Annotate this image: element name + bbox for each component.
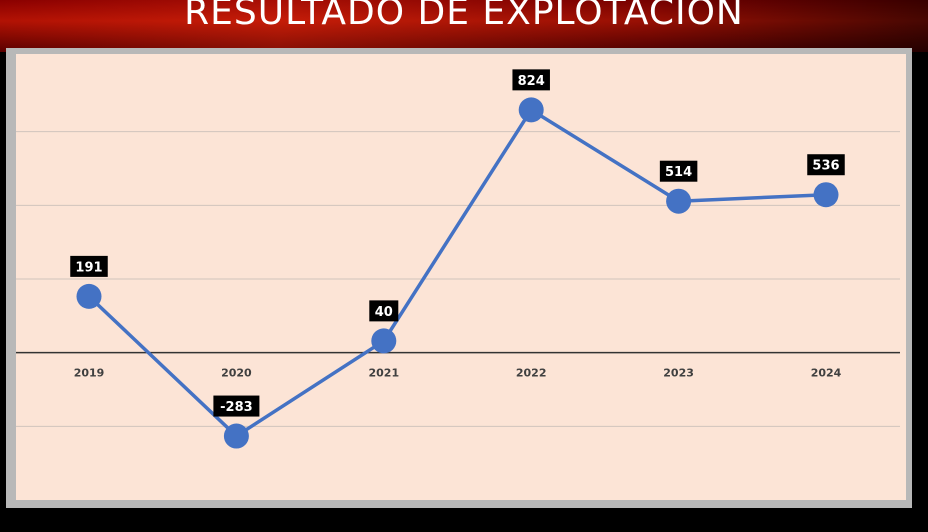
series-line-path [87, 108, 827, 438]
data-label: 824 [512, 69, 550, 91]
data-label-box [512, 69, 550, 91]
data-point [518, 97, 544, 123]
x-tick-label: 2021 [368, 367, 399, 380]
data-label-text: 536 [812, 159, 839, 174]
chart-frame [6, 48, 912, 508]
data-labels: 191 -283 40 824 514 536 [70, 69, 845, 417]
data-label-box [659, 160, 698, 182]
data-label: 191 [70, 255, 108, 277]
title-band [0, 0, 928, 52]
x-tick-label: 2024 [811, 367, 842, 380]
x-tick-labels: 2019 2020 2021 2022 2023 2024 [74, 367, 842, 380]
data-label: 40 [369, 300, 399, 322]
x-tick-label: 2020 [221, 367, 252, 380]
gridlines [16, 131, 900, 427]
data-point [666, 188, 692, 214]
data-label-box [70, 255, 108, 277]
x-tick-label: 2023 [663, 367, 694, 380]
data-label-text: 191 [75, 260, 102, 275]
data-label-text: 514 [665, 165, 692, 180]
data-point [76, 283, 102, 309]
data-label-text: 824 [518, 74, 545, 89]
x-tick-label: 2022 [516, 367, 547, 380]
data-point [813, 182, 839, 208]
data-label-text: -283 [220, 400, 253, 415]
data-point [223, 423, 249, 449]
chart-plot-area [16, 54, 906, 500]
data-point [371, 328, 397, 354]
data-label-box [807, 154, 845, 176]
page-title: RESULTADO DE EXPLOTACION [184, 0, 744, 33]
data-label-box [369, 300, 399, 322]
data-label-box [213, 395, 260, 417]
series-markers [76, 97, 839, 449]
data-label: -283 [213, 395, 260, 417]
data-label-text: 40 [375, 305, 393, 320]
data-label: 536 [807, 154, 845, 176]
data-label: 514 [659, 160, 698, 182]
x-tick-label: 2019 [74, 367, 105, 380]
series-line [87, 108, 827, 438]
